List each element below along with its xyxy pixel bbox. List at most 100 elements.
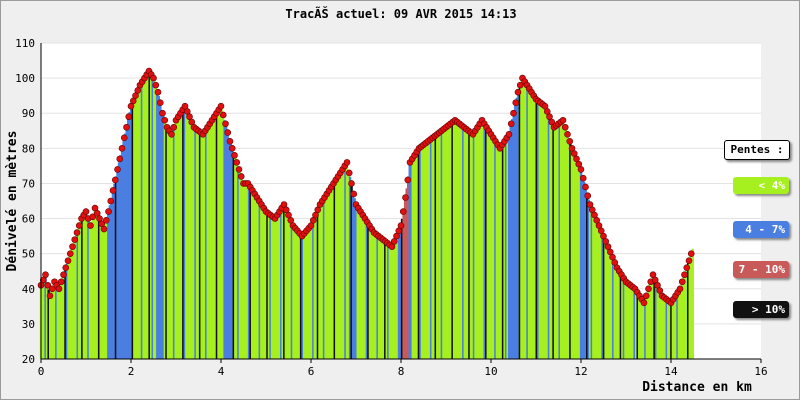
slope-bar	[402, 209, 405, 359]
slope-bar	[452, 120, 456, 360]
slope-bar	[576, 162, 580, 359]
slope-bar	[341, 169, 344, 359]
slope-bar	[553, 126, 557, 359]
slope-bar	[370, 228, 373, 359]
x-tick-label: 0	[38, 365, 45, 378]
slope-bar	[581, 175, 584, 359]
slope-bar	[183, 106, 187, 359]
slope-bar	[90, 221, 93, 359]
slope-bar	[524, 83, 528, 360]
slope-bar	[596, 223, 600, 359]
elevation-point	[226, 138, 234, 145]
slope-bar	[481, 122, 485, 359]
elevation-point	[75, 222, 83, 229]
slope-bar	[556, 124, 560, 360]
slope-bar	[172, 126, 176, 359]
slope-bar	[414, 153, 418, 359]
slope-bar	[153, 80, 156, 360]
slope-bar	[408, 164, 411, 359]
slope-bar	[642, 302, 646, 359]
slope-bar	[290, 223, 294, 359]
elevation-point	[156, 99, 164, 106]
slope-bar	[477, 125, 480, 360]
slope-bar	[312, 220, 315, 359]
slope-bar	[177, 116, 180, 359]
slope-bar	[578, 166, 581, 359]
slope-bar	[130, 105, 133, 360]
slope-bar	[255, 197, 258, 359]
slope-bar	[488, 131, 491, 359]
slope-bar	[84, 212, 87, 359]
slope-bar	[371, 231, 375, 359]
slope-bar	[416, 150, 419, 359]
slope-bar	[509, 126, 512, 359]
slope-bar	[163, 120, 167, 360]
slope-bar	[128, 112, 131, 359]
slope-bar	[174, 121, 177, 359]
elevation-point	[224, 129, 232, 136]
slope-bar	[506, 136, 509, 359]
x-tick-label: 6	[308, 365, 315, 378]
slope-bar	[309, 226, 312, 359]
slope-bar	[292, 226, 295, 359]
elevation-point	[685, 257, 693, 264]
slope-bar	[422, 144, 425, 359]
slope-bar	[546, 111, 549, 359]
elevation-point	[222, 120, 229, 128]
slope-bar	[431, 137, 434, 359]
slope-bar	[304, 231, 307, 359]
slope-bar	[630, 286, 633, 359]
slope-bar	[664, 298, 667, 359]
slope-bar	[156, 89, 159, 359]
elevation-points	[37, 67, 695, 307]
slope-bar	[656, 285, 659, 359]
slope-bar	[182, 108, 185, 360]
slope-bar	[443, 128, 447, 359]
slope-bar	[133, 98, 136, 359]
slope-bar	[558, 122, 561, 359]
elevation-point	[683, 264, 691, 272]
elevation-point	[559, 116, 567, 124]
slope-bar	[396, 233, 399, 359]
slope-bar	[145, 74, 148, 359]
slope-bar	[570, 148, 574, 359]
slope-bar	[298, 233, 301, 359]
slope-bar	[319, 202, 323, 359]
slope-bar	[364, 219, 367, 359]
y-axis-label: Dénivelé en mètres	[5, 131, 20, 272]
slope-bar	[671, 299, 675, 359]
slope-bar	[264, 211, 268, 359]
slope-bar	[97, 217, 101, 359]
slope-bar	[237, 167, 240, 359]
slope-bar	[618, 271, 621, 359]
slope-bar	[584, 187, 587, 359]
slope-bar	[668, 301, 672, 359]
slope-bar	[113, 183, 116, 359]
legend-item: 7 - 10%	[733, 261, 789, 278]
x-tick-label: 2	[128, 365, 135, 378]
slope-bar	[302, 233, 306, 359]
elevation-point	[510, 109, 517, 117]
slope-bar	[599, 230, 603, 359]
slope-bar	[48, 295, 52, 359]
elevation-point	[73, 229, 81, 236]
slope-bar	[120, 147, 124, 359]
slope-bar	[399, 226, 402, 359]
slope-bar	[250, 189, 254, 359]
elevation-point	[343, 159, 351, 166]
slope-bar	[471, 133, 474, 359]
slope-bar	[88, 223, 92, 359]
slope-bar	[122, 140, 125, 359]
slope-bar	[119, 155, 122, 359]
slope-bar	[241, 181, 245, 359]
slope-bar	[541, 104, 545, 359]
slope-bar	[604, 240, 607, 359]
slope-bar	[586, 193, 589, 359]
slope-bar	[631, 287, 635, 359]
slope-bar	[247, 185, 251, 359]
y-tick-label: 110	[15, 37, 35, 50]
slope-bar	[137, 87, 141, 360]
elevation-point	[111, 176, 119, 184]
slope-bar	[550, 122, 554, 359]
